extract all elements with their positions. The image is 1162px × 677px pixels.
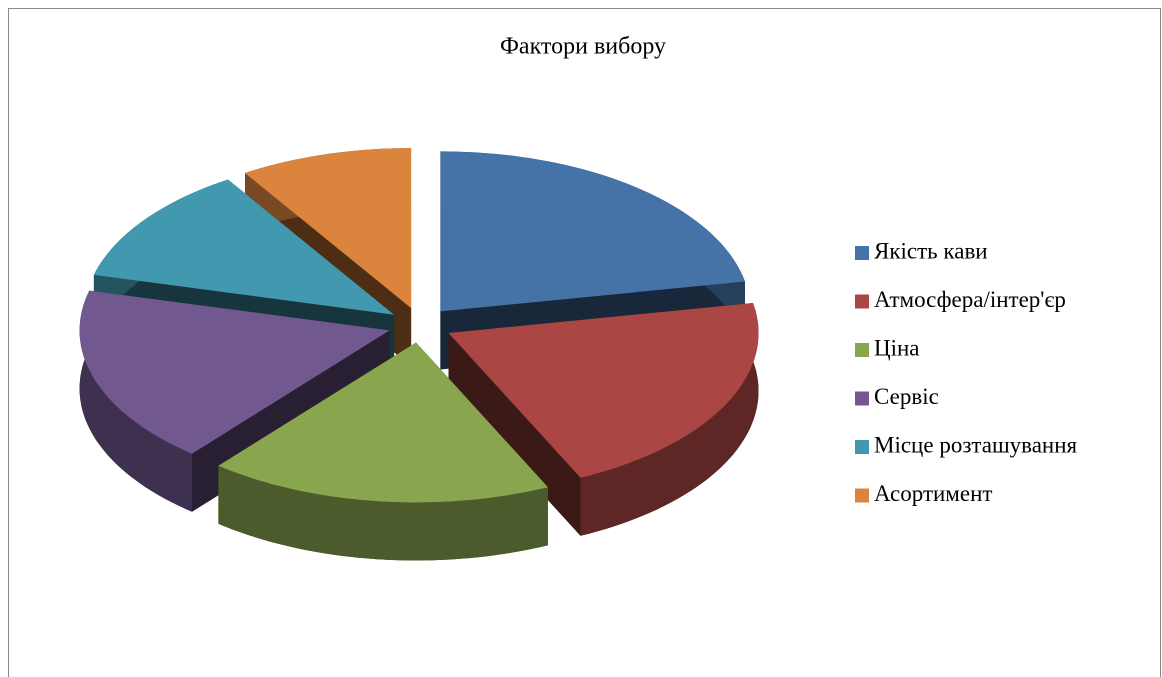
slice	[448, 303, 759, 478]
legend-label: Якість кави	[874, 238, 988, 263]
slice	[440, 151, 745, 312]
slice-wall	[79, 290, 192, 512]
legend-swatch	[855, 391, 869, 406]
legend-swatch	[855, 440, 869, 454]
slice-wall	[580, 303, 759, 536]
slice	[218, 342, 548, 503]
slice-wall	[218, 465, 548, 561]
chart-border	[8, 8, 1161, 677]
slice	[79, 290, 390, 454]
legend-label: Ціна	[874, 335, 920, 360]
legend-label: Сервіс	[874, 384, 939, 409]
slice	[245, 148, 412, 309]
chart-title: Фактори вибору	[500, 34, 666, 60]
legend-label: Атмосфера/інтер'єр	[874, 287, 1066, 312]
legend-label: Місце розташування	[874, 432, 1078, 457]
legend-label: Асортимент	[874, 481, 992, 506]
legend-swatch	[855, 343, 869, 357]
legend-swatch	[855, 294, 869, 309]
legend-swatch	[855, 246, 869, 260]
slice-side	[448, 333, 581, 536]
legend-swatch	[855, 488, 869, 503]
slice	[93, 179, 395, 315]
